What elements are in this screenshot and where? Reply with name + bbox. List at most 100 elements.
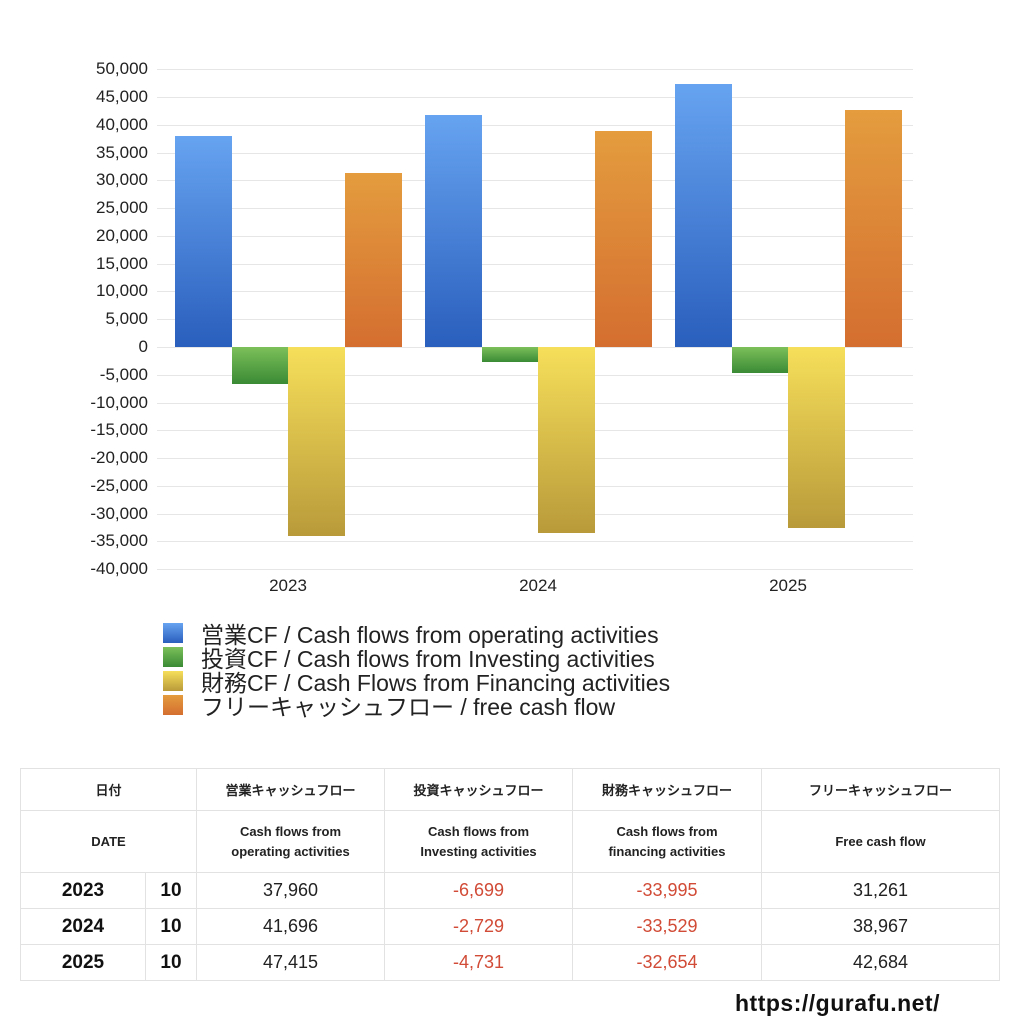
x-tick-label: 2023 bbox=[269, 576, 307, 595]
cell-financing: -33,529 bbox=[572, 908, 762, 945]
cell-investing: -2,729 bbox=[384, 908, 573, 945]
cell-operating: 41,696 bbox=[196, 908, 385, 945]
bar bbox=[231, 347, 289, 385]
bar bbox=[344, 173, 402, 347]
header-free-en: Free cash flow bbox=[761, 810, 1000, 873]
cell-month: 10 bbox=[145, 944, 197, 981]
gridline bbox=[157, 375, 913, 376]
gridline bbox=[157, 97, 913, 98]
gridline bbox=[157, 486, 913, 487]
y-tick-label: 25,000 bbox=[96, 198, 148, 218]
gridline bbox=[157, 125, 913, 126]
x-tick-label: 2024 bbox=[519, 576, 557, 595]
legend-swatch-free-icon bbox=[163, 695, 183, 715]
table-row: 2023 10 37,960 -6,699 -33,995 31,261 bbox=[20, 872, 1000, 909]
site-url[interactable]: https://gurafu.net/ bbox=[735, 990, 940, 1016]
header-date-en: DATE bbox=[20, 810, 197, 873]
gridline bbox=[157, 541, 913, 542]
legend-label: フリーキャッシュフロー / free cash flow bbox=[201, 694, 616, 720]
y-tick-label: 30,000 bbox=[96, 170, 148, 190]
gridline bbox=[157, 569, 913, 570]
header-operating-en: Cash flows from operating activities bbox=[196, 810, 385, 873]
cell-year: 2024 bbox=[20, 908, 146, 945]
bar bbox=[788, 347, 845, 529]
table-header-en: DATE Cash flows from operating activities… bbox=[20, 810, 1000, 873]
cell-month: 10 bbox=[145, 872, 197, 909]
y-tick-label: 10,000 bbox=[96, 281, 148, 301]
legend-label: 営業CF / Cash flows from operating activit… bbox=[201, 622, 659, 648]
header-free-jp: フリーキャッシュフロー bbox=[761, 768, 1000, 811]
gridline bbox=[157, 458, 913, 459]
legend-label: 財務CF / Cash Flows from Financing activit… bbox=[201, 670, 671, 696]
x-tick-label: 2025 bbox=[769, 576, 807, 595]
y-tick-label: -25,000 bbox=[90, 475, 148, 495]
gridline bbox=[157, 236, 913, 237]
y-tick-label: 45,000 bbox=[96, 87, 148, 106]
bar bbox=[425, 115, 482, 347]
bar bbox=[288, 347, 345, 536]
table-row: 2025 10 47,415 -4,731 -32,654 42,684 bbox=[20, 944, 1000, 981]
y-tick-label: -30,000 bbox=[90, 503, 148, 523]
bar bbox=[538, 347, 595, 534]
bar bbox=[175, 136, 232, 347]
y-tick-label: -15,000 bbox=[90, 420, 148, 440]
header-operating-jp: 営業キャッシュフロー bbox=[196, 768, 385, 811]
bar bbox=[481, 347, 539, 363]
gridline bbox=[157, 291, 913, 292]
header-investing-jp: 投資キャッシュフロー bbox=[384, 768, 573, 811]
cash-flow-table: 日付 営業キャッシュフロー 投資キャッシュフロー 財務キャッシュフロー フリーキ… bbox=[20, 768, 1000, 981]
cash-flow-chart: 50,000 45,000 40,000 35,000 30,000 25,000 20,0… bbox=[90, 59, 913, 595]
gridline bbox=[157, 208, 913, 209]
y-tick-label: 35,000 bbox=[96, 142, 148, 162]
y-tick-label: -35,000 bbox=[90, 531, 148, 551]
header-financing-jp: 財務キャッシュフロー bbox=[572, 768, 762, 811]
header-investing-en: Cash flows from Investing activities bbox=[384, 810, 573, 873]
legend-item-investing: 投資CF / Cash flows from Investing activit… bbox=[163, 645, 670, 672]
legend-swatch-financing-icon bbox=[163, 671, 183, 691]
y-tick-label: -10,000 bbox=[90, 392, 148, 412]
gridline bbox=[157, 69, 913, 70]
cell-investing: -4,731 bbox=[384, 944, 573, 981]
bar bbox=[675, 83, 732, 347]
header-financing-en: Cash flows from financing activities bbox=[572, 810, 762, 873]
gridline bbox=[157, 180, 913, 181]
gridline bbox=[157, 153, 913, 154]
bar bbox=[844, 109, 902, 347]
gridline bbox=[157, 430, 913, 431]
bar bbox=[594, 130, 652, 347]
cell-month: 10 bbox=[145, 908, 197, 945]
gridline bbox=[157, 403, 913, 404]
legend: 営業CF / Cash flows from operating activit… bbox=[163, 621, 670, 720]
legend-swatch-investing-icon bbox=[163, 647, 183, 667]
cell-operating: 37,960 bbox=[196, 872, 385, 909]
gridline bbox=[157, 319, 913, 320]
cell-operating: 47,415 bbox=[196, 944, 385, 981]
y-tick-label: -5,000 bbox=[99, 364, 148, 384]
cell-financing: -32,654 bbox=[572, 944, 762, 981]
cell-financing: -33,995 bbox=[572, 872, 762, 909]
legend-label: 投資CF / Cash flows from Investing activit… bbox=[201, 646, 655, 672]
y-tick-label: 20,000 bbox=[96, 225, 148, 245]
header-date-jp: 日付 bbox=[20, 768, 197, 811]
gridline bbox=[157, 514, 913, 515]
cell-year: 2025 bbox=[20, 944, 146, 981]
bar bbox=[731, 347, 789, 374]
cell-free: 31,261 bbox=[761, 872, 1000, 909]
legend-item-free: フリーキャッシュフロー / free cash flow bbox=[163, 693, 670, 720]
legend-swatch-operating-icon bbox=[163, 623, 183, 643]
cell-free: 42,684 bbox=[761, 944, 1000, 981]
y-tick-label: 15,000 bbox=[96, 253, 148, 273]
y-tick-label: 0 bbox=[138, 337, 148, 356]
legend-item-operating: 営業CF / Cash flows from operating activit… bbox=[163, 621, 670, 648]
y-tick-label: -20,000 bbox=[90, 448, 148, 468]
y-tick-label: -40,000 bbox=[90, 559, 148, 579]
y-tick-label: 5,000 bbox=[105, 309, 148, 329]
y-tick-label: 50,000 bbox=[96, 59, 148, 79]
cell-free: 38,967 bbox=[761, 908, 1000, 945]
cell-year: 2023 bbox=[20, 872, 146, 909]
cell-investing: -6,699 bbox=[384, 872, 573, 909]
y-tick-label: 40,000 bbox=[96, 114, 148, 134]
legend-item-financing: 財務CF / Cash Flows from Financing activit… bbox=[163, 669, 670, 696]
gridline bbox=[157, 264, 913, 265]
table-header-jp: 日付 営業キャッシュフロー 投資キャッシュフロー 財務キャッシュフロー フリーキ… bbox=[20, 768, 1000, 811]
